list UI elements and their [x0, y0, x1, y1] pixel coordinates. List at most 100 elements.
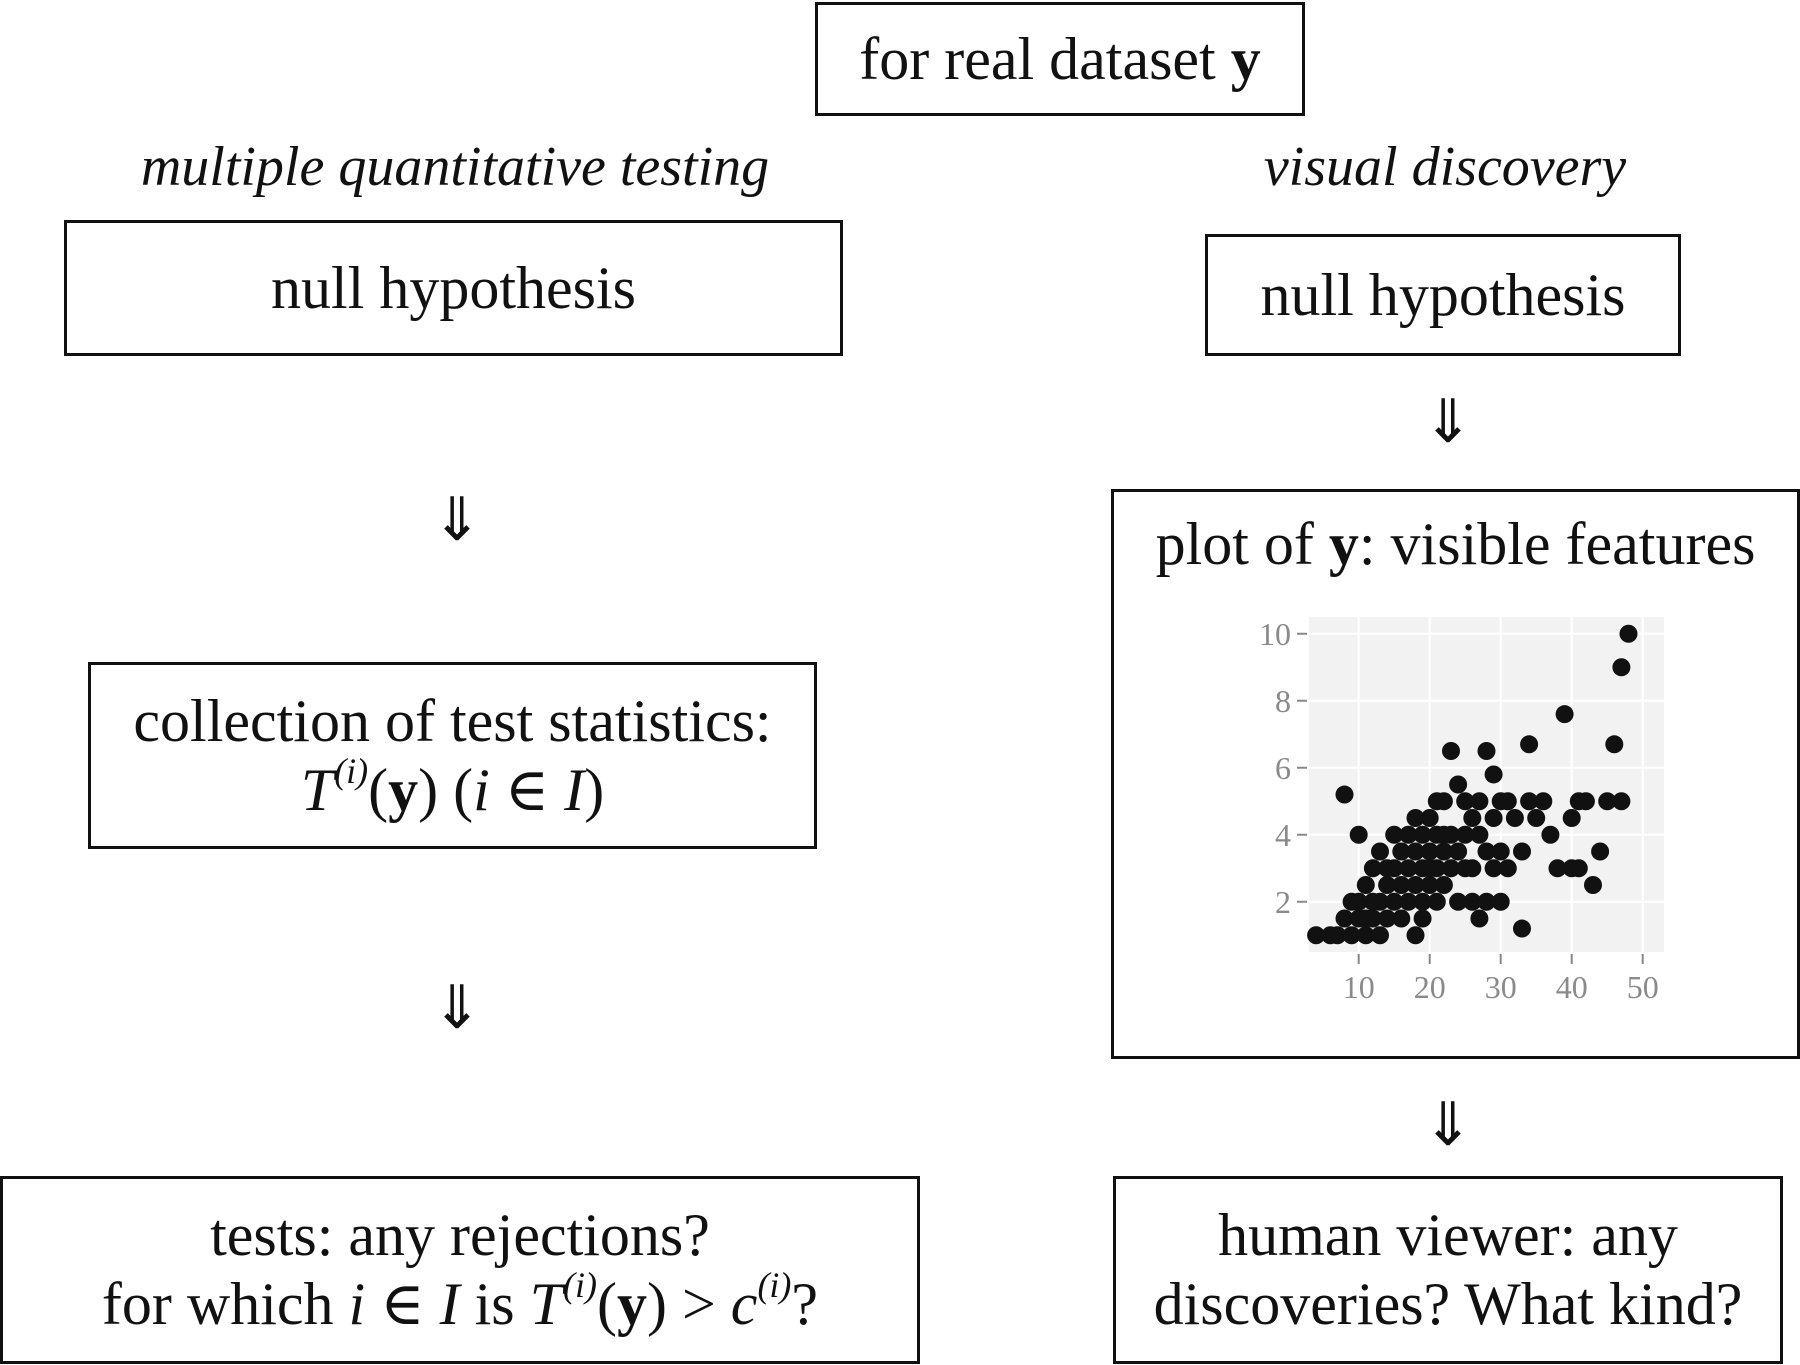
scatter-point — [1378, 876, 1397, 894]
scatter-point — [1406, 876, 1425, 894]
right-down-arrow-2: ⇓ — [1422, 1090, 1474, 1160]
scatter-point — [1484, 765, 1503, 784]
scatter-point — [1513, 919, 1531, 938]
left-down-arrow-1: ⇓ — [431, 485, 483, 555]
test-statistics-box: collection of test statistics: T(i)(y) (… — [88, 662, 817, 849]
x-tick-label: 40 — [1556, 969, 1588, 1005]
scatter-point — [1477, 842, 1496, 861]
scatter-point — [1392, 842, 1411, 861]
scatter-point — [1335, 909, 1354, 928]
scatter-point — [1356, 876, 1375, 894]
scatter-point — [1307, 926, 1326, 945]
scatter-point — [1520, 735, 1539, 754]
scatter-point — [1491, 892, 1510, 911]
scatter-point — [1463, 809, 1482, 827]
scatter-point — [1605, 735, 1624, 754]
scatter-point — [1548, 859, 1567, 878]
x-tick-label: 10 — [1343, 969, 1375, 1005]
scatter-point — [1406, 926, 1425, 945]
y-tick-label: 4 — [1275, 817, 1291, 853]
scatter-point — [1584, 876, 1602, 894]
scatter-point — [1576, 792, 1595, 811]
scatter-point — [1534, 792, 1553, 811]
y-tick-label: 6 — [1275, 750, 1291, 786]
scatter-point — [1434, 842, 1453, 861]
scatter-point — [1470, 825, 1489, 844]
human-viewer-label-1: human viewer: any — [1218, 1202, 1678, 1268]
scatter-point — [1470, 792, 1489, 811]
scatter-point — [1385, 859, 1404, 878]
scatter-point — [1420, 809, 1439, 827]
scatter-point — [1569, 859, 1588, 878]
y-tick-label: 8 — [1275, 683, 1291, 719]
scatter-plot: 2 4 6 8 10 10 20 30 40 50 — [1259, 616, 1664, 1005]
scatter-point — [1498, 792, 1517, 811]
scatter-point — [1427, 859, 1446, 878]
scatter-point — [1371, 842, 1389, 861]
test-statistics-formula: T(i)(y) (i ∈ I) — [300, 750, 605, 823]
right-null-hypothesis-label: null hypothesis — [1260, 261, 1626, 328]
plot-title: plot of y: visible features — [1155, 511, 1756, 577]
scatter-point — [1491, 842, 1510, 861]
x-tick-label: 30 — [1485, 969, 1517, 1005]
scatter-point — [1392, 909, 1411, 928]
top-dataset-box: for real dataset y — [815, 2, 1305, 116]
scatter-point — [1378, 909, 1397, 928]
scatter-point — [1449, 775, 1468, 794]
scatter-point — [1513, 842, 1531, 861]
x-tick-label: 50 — [1627, 969, 1659, 1005]
scatter-point — [1498, 859, 1517, 878]
scatter-point — [1434, 792, 1453, 811]
scatter-point — [1420, 842, 1439, 861]
scatter-point — [1456, 792, 1475, 811]
scatter-point — [1505, 809, 1524, 827]
scatter-point — [1619, 624, 1638, 643]
scatter-point — [1413, 825, 1432, 844]
scatter-point — [1363, 909, 1382, 928]
test-statistics-label: collection of test statistics: — [133, 687, 772, 754]
scatter-point — [1342, 926, 1361, 945]
scatter-point — [1399, 859, 1418, 878]
scatter-point — [1442, 859, 1460, 878]
scatter-point — [1363, 859, 1382, 878]
right-null-hypothesis-box: null hypothesis — [1205, 234, 1681, 356]
scatter-point — [1463, 892, 1482, 911]
scatter-point — [1385, 892, 1404, 911]
scatter-point — [1555, 705, 1574, 724]
top-dataset-label: for real dataset y — [859, 25, 1261, 92]
scatter-point — [1406, 842, 1425, 861]
scatter-point — [1399, 825, 1418, 844]
scatter-point — [1470, 909, 1489, 928]
scatter-point — [1591, 842, 1610, 861]
scatter-point — [1484, 809, 1503, 827]
scatter-point — [1413, 909, 1432, 928]
scatter-point — [1427, 892, 1446, 911]
scatter-point — [1420, 876, 1439, 894]
tests-rejections-formula: for which i ∈ I is T(i)(y) > c(i)? — [101, 1265, 819, 1337]
scatter-point — [1541, 825, 1560, 844]
scatter-point — [1371, 926, 1389, 945]
scatter-point — [1371, 892, 1389, 911]
human-viewer-box: human viewer: any discoveries? What kind… — [1113, 1176, 1783, 1364]
scatter-point — [1527, 809, 1546, 827]
scatter-point — [1399, 892, 1418, 911]
scatter-point — [1328, 926, 1347, 945]
right-heading: visual discovery — [1263, 136, 1627, 198]
scatter-point — [1484, 859, 1503, 878]
scatter-point — [1612, 658, 1631, 677]
scatter-point — [1392, 876, 1411, 894]
scatter-point — [1406, 809, 1425, 827]
scatter-point — [1562, 809, 1581, 827]
left-null-hypothesis-label: null hypothesis — [270, 254, 636, 321]
scatter-point — [1385, 825, 1404, 844]
left-down-arrow-2: ⇓ — [431, 973, 483, 1043]
scatter-point — [1477, 892, 1496, 911]
left-null-hypothesis-box: null hypothesis — [64, 220, 843, 356]
scatter-point — [1463, 859, 1482, 878]
scatter-point — [1442, 825, 1460, 844]
scatter-point — [1434, 876, 1453, 894]
scatter-point — [1456, 825, 1475, 844]
y-tick-label: 2 — [1275, 884, 1291, 920]
scatter-point — [1520, 792, 1539, 811]
x-tick-label: 20 — [1414, 969, 1446, 1005]
